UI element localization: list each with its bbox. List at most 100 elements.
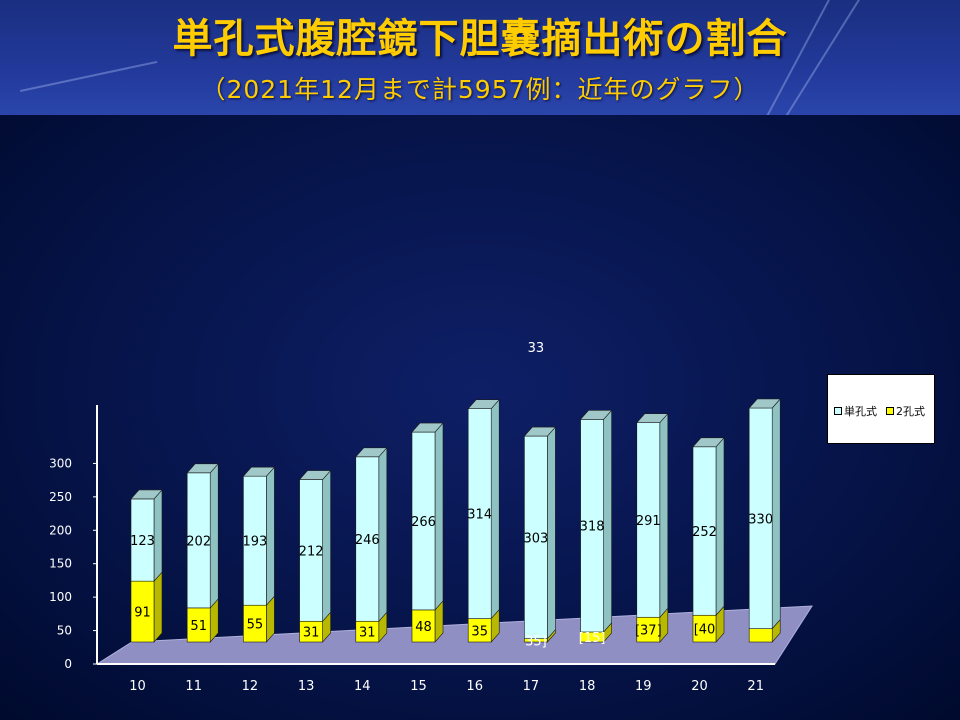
legend-swatch-single-port: [834, 407, 842, 415]
data-label-2port-14: 31: [359, 626, 376, 641]
bar-1port-21-side: [771, 398, 781, 630]
x-tick-label: 17: [523, 679, 540, 694]
data-label-1port-16: 314: [467, 508, 492, 523]
chart-annotation: 33: [528, 341, 545, 356]
bar-1port-20-side: [715, 436, 725, 617]
chart-legend: 単孔式 2孔式: [827, 374, 935, 444]
header-band: 単孔式腹腔鏡下胆嚢摘出術の割合 （2021年12月まで計5957例：近年のグラフ…: [0, 0, 960, 115]
data-label-1port-14: 246: [355, 533, 380, 548]
y-tick-label: 200: [49, 523, 72, 537]
data-label-1port-11: 202: [186, 534, 211, 549]
x-tick-label: 15: [410, 679, 427, 694]
x-tick-label: 11: [185, 679, 202, 694]
legend-item-two-port: 2孔式: [886, 403, 925, 419]
bar-1port-21: [748, 398, 781, 630]
bar-1port-19-side: [659, 412, 669, 619]
bar-1port-20-top: [692, 437, 725, 448]
bar-1port-21-top: [748, 398, 781, 409]
x-tick-label: 20: [691, 679, 708, 694]
bar-1port-11-side: [209, 463, 219, 609]
legend-item-single-port: 単孔式: [834, 403, 877, 419]
data-label-2port-12: 55: [247, 618, 264, 633]
bar-1port-15-top: [411, 422, 444, 433]
bar-1port-17: [523, 426, 557, 640]
data-label-2port-18: [15]: [579, 631, 606, 646]
bar-1port-15-side: [434, 422, 444, 611]
chart-label-layer: 123 91 10 202 51 11 193 55 12 212 31 13 246 31 14 266 48…: [129, 341, 773, 694]
data-label-1port-19: 291: [636, 514, 661, 529]
x-tick-label: 18: [579, 679, 596, 694]
bar-1port-10: [130, 489, 163, 582]
bar-1port-16-side: [490, 398, 500, 620]
legend-label-two-port: 2孔式: [896, 405, 925, 418]
x-tick-label: 13: [298, 679, 315, 694]
bar-2port-20: [692, 605, 725, 643]
bar-2port-12: [243, 595, 275, 643]
data-label-1port-18: 318: [580, 520, 605, 535]
x-tick-label: 12: [242, 679, 259, 694]
bar-1port-18-side: [603, 409, 612, 633]
slide-subtitle: （2021年12月まで計5957例：近年のグラフ）: [200, 75, 760, 104]
bar-1port-14: [355, 447, 388, 623]
bar-1port-16: [467, 398, 500, 620]
y-tick-label: 150: [49, 557, 72, 571]
data-label-2port-13: 31: [303, 626, 320, 641]
bar-1port-12-top: [242, 466, 276, 477]
bar-1port-15: [411, 422, 444, 611]
bar-1port-18: [579, 409, 613, 633]
data-label-2port-20: [40: [694, 623, 716, 638]
x-tick-label: 14: [354, 679, 371, 694]
bar-1port-10-side: [153, 489, 163, 582]
x-tick-label: 21: [747, 679, 764, 694]
data-label-1port-20: 252: [692, 525, 717, 540]
bar-1port-17-top: [523, 426, 557, 437]
bar-1port-13-top: [298, 470, 332, 480]
bar-1port-11-top: [186, 463, 219, 474]
bar-1port-12-side: [266, 466, 275, 607]
bar-2port-13: [299, 611, 331, 643]
data-label-1port-12: 193: [242, 535, 267, 550]
data-label-1port-21: 330: [748, 512, 773, 527]
bar-1port-16-top: [467, 399, 500, 409]
data-label-1port-15: 266: [411, 515, 436, 530]
bar-1port-14-side: [378, 447, 388, 623]
bar-1port-10-top: [130, 489, 163, 500]
x-tick-label: 19: [635, 679, 652, 694]
bar-1port-14-top: [355, 447, 388, 458]
data-label-2port-10: 91: [134, 606, 151, 621]
y-tick-label: 100: [49, 590, 72, 604]
bar-2port-10-side: [153, 571, 163, 643]
bar-2port-11: [186, 598, 219, 643]
bar-2port-21: [748, 618, 781, 643]
bar-1port-20: [692, 436, 725, 617]
bar-1port-13-side: [322, 469, 331, 623]
data-label-2port-17: 35]: [525, 634, 547, 649]
data-label-2port-11: 51: [190, 619, 207, 634]
bar-1port-18-top: [579, 410, 613, 420]
bar-1port-11: [186, 463, 219, 609]
data-label-2port-16: 35: [471, 624, 488, 639]
bar-1port-19: [636, 412, 669, 619]
chart-bar-layer: [130, 398, 781, 643]
y-tick-label: 300: [49, 456, 72, 470]
y-tick-label: 0: [64, 657, 72, 671]
legend-swatch-two-port: [886, 407, 894, 415]
legend-label-single-port: 単孔式: [844, 405, 877, 418]
bar-1port-13: [298, 469, 332, 623]
data-label-2port-15: 48: [415, 620, 432, 635]
bar-2port-15: [411, 600, 444, 643]
bar-2port-21-front: [748, 628, 773, 643]
slide-title: 単孔式腹腔鏡下胆嚢摘出術の割合: [172, 16, 788, 62]
data-label-2port-19: [37]: [635, 624, 662, 639]
data-label-1port-17: 303: [523, 531, 548, 546]
y-tick-label: 50: [57, 624, 72, 638]
bar-2port-16: [467, 608, 500, 643]
bar-1port-17-side: [547, 426, 556, 640]
data-label-1port-13: 212: [299, 544, 324, 559]
x-tick-label: 10: [129, 679, 146, 694]
bar-1port-19-top: [636, 413, 669, 423]
chart-axis-layer: 0 50 100 150 200 250 300: [49, 404, 775, 671]
x-tick-label: 16: [466, 679, 483, 694]
bar-1port-12: [242, 466, 276, 607]
